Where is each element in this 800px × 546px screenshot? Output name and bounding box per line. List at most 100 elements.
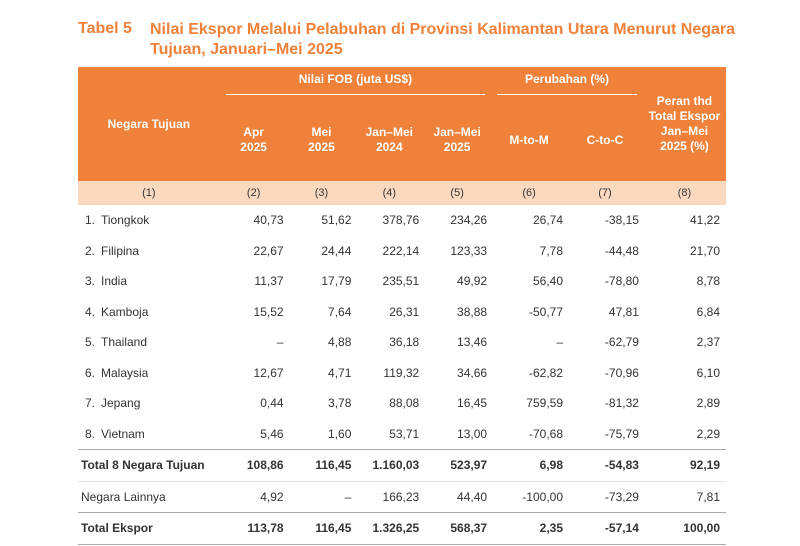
cell-janmei-2024: 378,76	[382, 213, 420, 228]
table-row: 8. Vietnam 5,46 1,60 53,71 13,00 -70,68 -…	[78, 419, 726, 450]
cell-m-to-m: –	[556, 335, 563, 350]
table-label: Tabel 5	[78, 20, 132, 37]
cell-janmei-2024: 119,32	[383, 365, 420, 380]
cell-janmei-2025: 13,00	[457, 426, 488, 441]
country-name: Kamboja	[101, 304, 149, 319]
table-row: 1. Tiongkok 40,73 51,62 378,76 234,26 26,…	[78, 205, 726, 236]
cell-apr: 4,92	[219, 480, 288, 513]
header-apr: Apr 2025	[219, 99, 288, 181]
cell-c-to-c: -44,48	[604, 243, 639, 258]
total-export-label: Total Ekspor	[78, 512, 220, 545]
cell-janmei-2025: 13,46	[457, 335, 488, 350]
cell-c-to-c: -73,29	[567, 480, 643, 513]
cell-c-to-c: -54,83	[567, 449, 643, 481]
cell-janmei-2024: 166,23	[355, 480, 424, 513]
row-number: 4.	[85, 304, 96, 319]
country-name: India	[101, 274, 128, 289]
cell-c-to-c: -62,79	[604, 335, 639, 350]
cell-share: 8,78	[696, 274, 720, 289]
other-countries-row: Negara Lainnya 4,92 – 166,23 44,40 -100,…	[78, 480, 726, 513]
cell-mei: 4,88	[328, 335, 352, 350]
header-change-group: Perubahan (%)	[497, 72, 637, 95]
cell-share: 7,81	[642, 480, 726, 513]
colnum: (8)	[642, 181, 726, 205]
colnum: (2)	[219, 181, 288, 205]
cell-mei: 24,44	[321, 243, 352, 258]
table-row: 3. India 11,37 17,79 235,51 49,92 56,40 -…	[78, 266, 726, 297]
cell-janmei-2024: 88,08	[389, 396, 420, 411]
cell-m-to-m: -70,68	[528, 426, 563, 441]
header-country: Negara Tujuan	[78, 67, 220, 181]
cell-m-to-m: 2,35	[491, 512, 567, 545]
cell-share: 41,22	[689, 213, 720, 228]
colnum: (7)	[567, 181, 643, 205]
cell-mei: –	[287, 480, 356, 513]
cell-c-to-c: -75,79	[604, 426, 639, 441]
header-c-to-c: C-to-C	[567, 99, 643, 181]
country-name: Thailand	[101, 335, 148, 350]
row-number: 1.	[85, 213, 96, 228]
cell-m-to-m: 7,78	[539, 243, 563, 258]
cell-apr: 22,67	[253, 243, 284, 258]
colnum: (1)	[78, 181, 220, 205]
total-export-row: Total Ekspor 113,78 116,45 1.326,25 568,…	[78, 512, 726, 545]
cell-mei: 4,71	[328, 365, 352, 380]
cell-share: 2,89	[696, 396, 720, 411]
table-row: 6. Malaysia 12,67 4,71 119,32 34,66 -62,8…	[78, 358, 726, 389]
cell-janmei-2025: 49,92	[457, 274, 488, 289]
colnum: (3)	[287, 181, 356, 205]
cell-m-to-m: -100,00	[491, 480, 567, 513]
cell-janmei-2025: 38,88	[457, 304, 488, 319]
table-row: 2. Filipina 22,67 24,44 222,14 123,33 7,7…	[78, 236, 726, 267]
country-name: Jepang	[101, 396, 141, 411]
row-number: 5.	[85, 335, 96, 350]
row-number: 7.	[85, 396, 96, 411]
column-number-row: (1) (2) (3) (4) (5) (6) (7) (8)	[78, 181, 726, 205]
cell-janmei-2025: 44,40	[423, 480, 492, 513]
header-m-to-m: M-to-M	[491, 99, 567, 181]
table-row: 4. Kamboja 15,52 7,64 26,31 38,88 -50,77 …	[78, 297, 726, 328]
row-number: 8.	[85, 426, 96, 441]
cell-apr: 0,44	[260, 396, 284, 411]
cell-mei: 3,78	[328, 396, 352, 411]
cell-mei: 116,45	[287, 449, 356, 481]
header-janmei-2025: Jan–Mei 2025	[423, 99, 492, 181]
table-row: 5. Thailand – 4,88 36,18 13,46 – -62,79 2…	[78, 327, 726, 358]
cell-share: 100,00	[642, 512, 726, 545]
header-share: Peran thd Total Ekspor Jan–Mei 2025 (%)	[642, 67, 726, 181]
cell-mei: 51,62	[321, 213, 352, 228]
row-number: 3.	[85, 274, 96, 289]
cell-apr: –	[276, 335, 284, 350]
cell-janmei-2024: 36,18	[389, 335, 420, 350]
header-janmei-2024: Jan–Mei 2024	[355, 99, 424, 181]
cell-janmei-2024: 26,31	[389, 304, 420, 319]
export-table: Negara Tujuan Nilai FOB (juta US$) Perub…	[78, 67, 726, 545]
cell-share: 92,19	[642, 449, 726, 481]
country-name: Tiongkok	[101, 213, 150, 228]
cell-janmei-2025: 234,26	[450, 213, 488, 228]
cell-janmei-2024: 235,51	[382, 274, 420, 289]
row-number: 2.	[85, 243, 96, 258]
colnum: (5)	[423, 181, 492, 205]
country-name: Vietnam	[101, 426, 145, 441]
cell-janmei-2024: 222,14	[382, 243, 420, 258]
cell-mei: 116,45	[287, 512, 356, 545]
header-mei: Mei 2025	[287, 99, 356, 181]
cell-apr: 5,46	[260, 426, 284, 441]
cell-c-to-c: -38,15	[604, 213, 639, 228]
cell-janmei-2025: 568,37	[423, 512, 492, 545]
cell-apr: 12,67	[253, 365, 284, 380]
cell-janmei-2024: 53,71	[389, 426, 420, 441]
cell-c-to-c: -70,96	[604, 365, 639, 380]
table-row: 7. Jepang 0,44 3,78 88,08 16,45 759,59 -8…	[78, 388, 726, 419]
cell-janmei-2024: 1.160,03	[355, 449, 424, 481]
cell-janmei-2025: 16,45	[457, 396, 488, 411]
cell-mei: 7,64	[328, 304, 352, 319]
other-countries-label: Negara Lainnya	[78, 480, 220, 513]
cell-c-to-c: -81,32	[604, 396, 639, 411]
cell-apr: 11,37	[254, 274, 284, 289]
country-name: Filipina	[101, 243, 140, 258]
cell-janmei-2025: 523,97	[423, 449, 492, 481]
row-number: 6.	[85, 365, 96, 380]
cell-c-to-c: 47,81	[608, 304, 639, 319]
